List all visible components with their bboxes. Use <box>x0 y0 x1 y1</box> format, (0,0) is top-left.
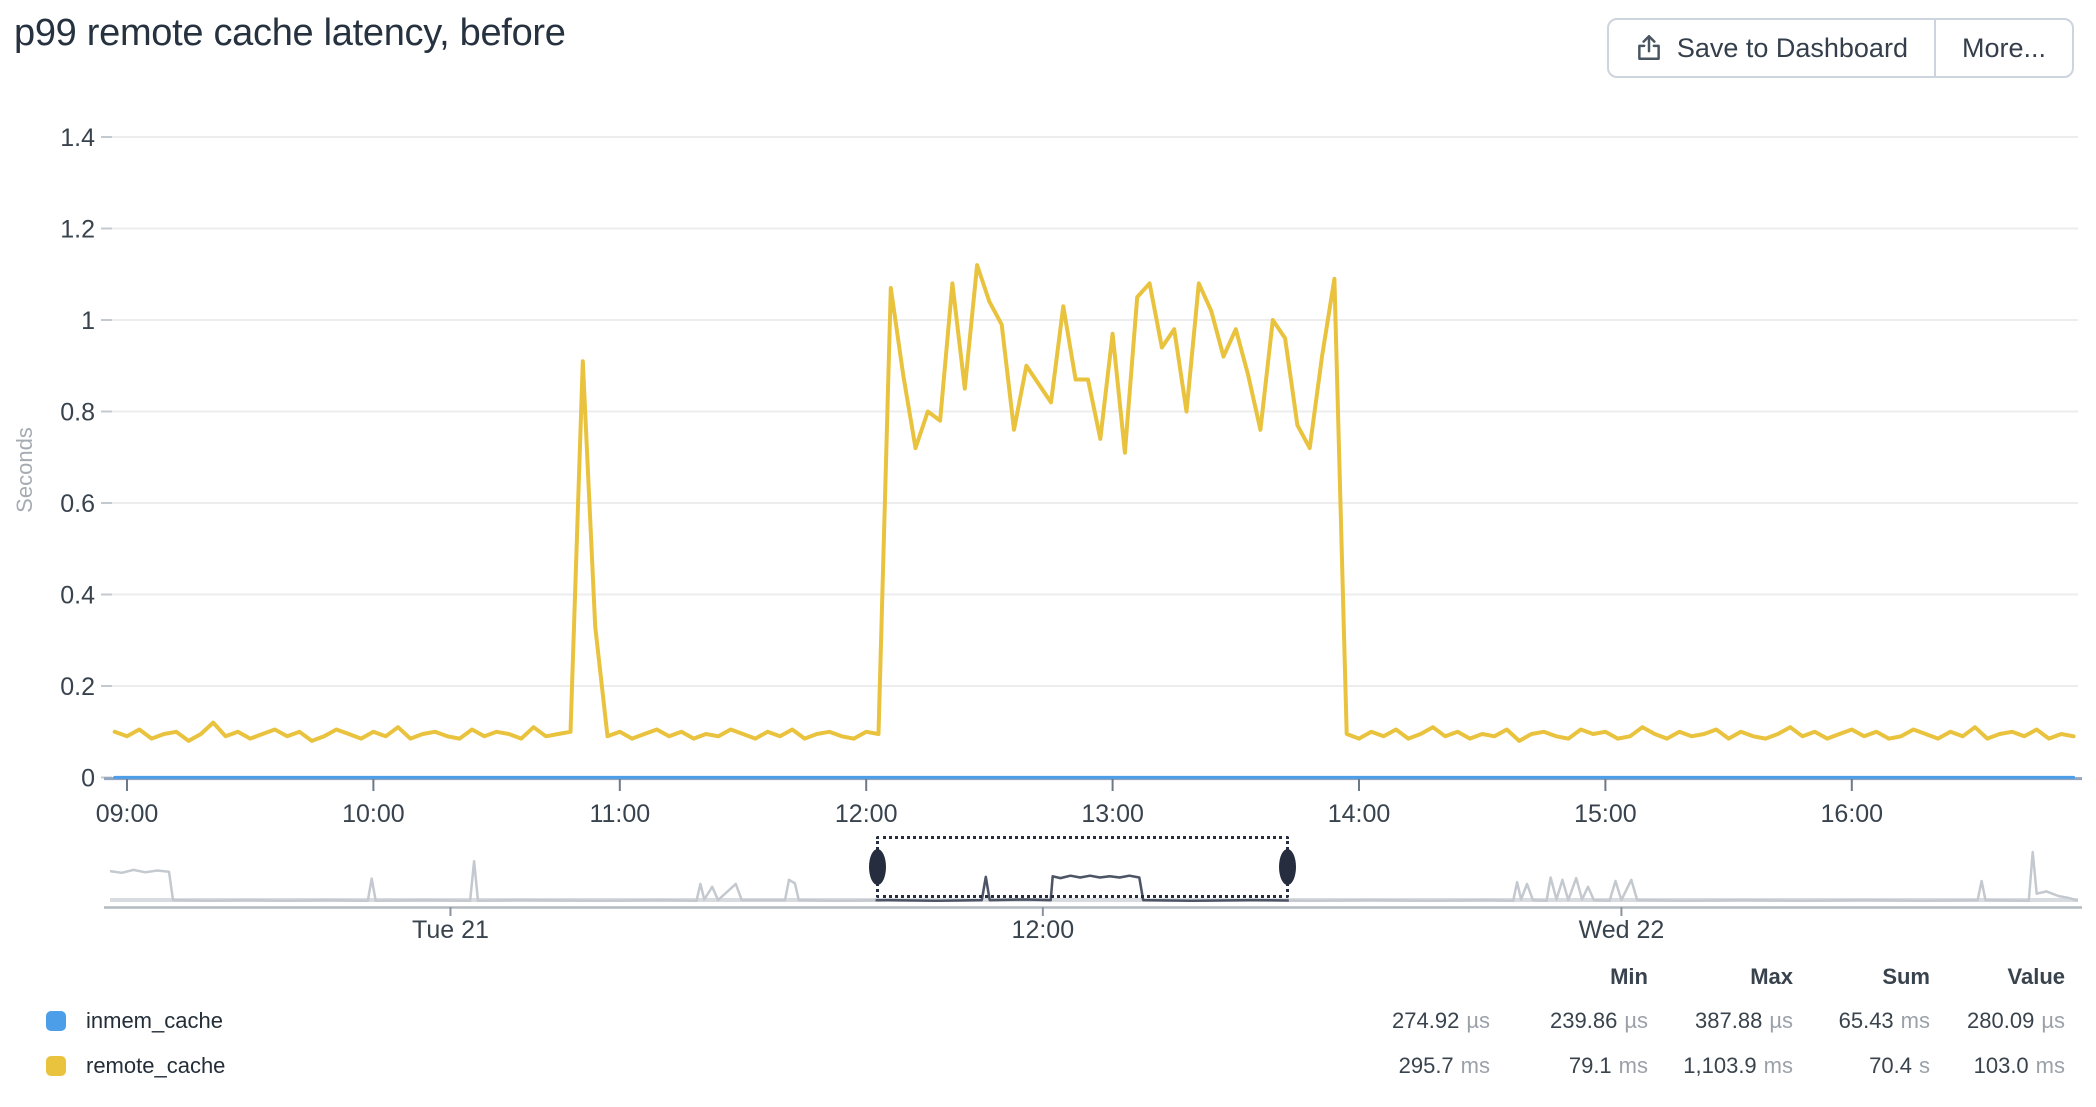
stat-cell: 239.86 µs <box>1490 1008 1648 1034</box>
x-axis-label: 14:00 <box>1328 800 1391 828</box>
minimap-date-label: 12:00 <box>1011 916 1075 944</box>
stat-cell: 1,103.9 ms <box>1648 1053 1793 1079</box>
stat-value: 280.09 <box>1967 1007 2035 1033</box>
y-axis-title: Seconds <box>12 427 37 513</box>
save-to-dashboard-button[interactable]: Save to Dashboard <box>1609 20 1934 76</box>
stat-value: 295.7 <box>1398 1052 1454 1078</box>
stat-unit: ms <box>2035 1052 2065 1078</box>
stat-cell: 65.43 ms <box>1793 1008 1930 1034</box>
stat-unit: ms <box>1763 1052 1793 1078</box>
stat-cell: 103.0 ms <box>1930 1053 2065 1079</box>
stat-value: 239.86 <box>1550 1007 1618 1033</box>
minimap-sparkline[interactable] <box>0 834 2096 918</box>
stat-unit: ms <box>1460 1052 1490 1078</box>
x-axis-label: 13:00 <box>1081 800 1144 828</box>
more-button-label: More... <box>1961 32 2046 63</box>
minimap-baseline-band <box>110 898 2078 902</box>
stat-value: 70.4 <box>1869 1052 1912 1078</box>
stat-value: 387.88 <box>1695 1007 1763 1033</box>
stat-cell: 79.1 ms <box>1490 1053 1648 1079</box>
stat-column-header-max: Max <box>1750 964 1793 989</box>
stat-column-header-value: Value <box>2007 964 2065 989</box>
series-name: remote_cache <box>86 1052 226 1078</box>
y-axis-label: 1.2 <box>60 216 95 244</box>
x-axis-label: 10:00 <box>342 800 405 828</box>
chart-actions: Save to Dashboard More... <box>1606 18 2074 78</box>
legend-row-remote-cache[interactable]: remote_cache 295.7 ms 79.1 ms 1,103.9 ms 70… <box>0 1043 2096 1088</box>
stat-value: 79.1 <box>1568 1052 1612 1078</box>
stat-unit: µs <box>1624 1007 1648 1033</box>
y-axis-label: 0.6 <box>60 490 95 518</box>
stat-cell: 387.88 µs <box>1648 1008 1793 1034</box>
stat-unit: ms <box>1618 1052 1648 1078</box>
selection-right-handle[interactable] <box>1278 849 1296 885</box>
page-title: p99 remote cache latency, before <box>14 12 566 54</box>
y-axis-label: 0.4 <box>60 582 95 610</box>
legend-row-inmem-cache[interactable]: inmem_cache 274.92 µs 239.86 µs 387.88 µs 6… <box>0 998 2096 1043</box>
legend-header-row: Min Max Sum Value <box>0 956 2096 998</box>
time-range-selection[interactable] <box>868 836 1296 898</box>
upload-icon <box>1635 33 1663 63</box>
series-name: inmem_cache <box>86 1007 223 1033</box>
x-axis-label: 15:00 <box>1574 800 1637 828</box>
stat-cell: 280.09 µs <box>1930 1008 2065 1034</box>
stat-value: 65.43 <box>1838 1007 1894 1033</box>
y-axis-label: 1 <box>81 307 95 335</box>
y-axis-label: 0 <box>81 765 95 793</box>
minimap-series-selected <box>875 874 1289 902</box>
x-axis-label: 09:00 <box>96 800 159 828</box>
remote-cache-line <box>112 263 2076 743</box>
stat-unit: s <box>1919 1052 1930 1078</box>
y-axis-label: 0.2 <box>60 673 95 701</box>
stat-unit: µs <box>2041 1007 2065 1033</box>
stat-column-header-sum: Sum <box>1882 964 1930 989</box>
series-swatch-remote <box>46 1055 66 1076</box>
selection-left-handle[interactable] <box>868 849 886 885</box>
y-axis-label: 0.8 <box>60 399 95 427</box>
minimap-axis-labels: Tue 21 12:00 Wed 22 <box>0 916 2096 946</box>
save-button-label: Save to Dashboard <box>1676 32 1908 63</box>
stat-value: 274.92 <box>1392 1007 1460 1033</box>
stat-cell: 274.92 µs <box>1260 1008 1490 1034</box>
minimap-date-label: Wed 22 <box>1578 916 1665 944</box>
stat-unit: ms <box>1900 1007 1930 1033</box>
stat-value: 103.0 <box>1973 1052 2029 1078</box>
stat-cell: 70.4 s <box>1793 1053 1930 1079</box>
stat-value: 1,103.9 <box>1683 1052 1757 1078</box>
stat-unit: µs <box>1769 1007 1793 1033</box>
x-axis-label: 16:00 <box>1821 800 1884 828</box>
x-axis-label: 11:00 <box>589 800 650 828</box>
stat-column-header-min: Min <box>1610 964 1648 989</box>
more-button[interactable]: More... <box>1933 20 2072 76</box>
stat-unit: µs <box>1466 1007 1490 1033</box>
legend-table: Min Max Sum Value inmem_cache 274.92 µs 2… <box>0 956 2096 1088</box>
minimap-date-label: Tue 21 <box>412 916 489 944</box>
x-axis-label: 12:00 <box>835 800 898 828</box>
stat-cell: 295.7 ms <box>1260 1053 1490 1079</box>
y-axis-label: 1.4 <box>60 124 95 152</box>
latency-line-chart[interactable]: 0 0.2 0.4 0.6 0.8 1 1.2 1.4 Seconds 09:00 10:00 11:… <box>0 0 2096 832</box>
series-swatch-inmem <box>46 1010 66 1031</box>
